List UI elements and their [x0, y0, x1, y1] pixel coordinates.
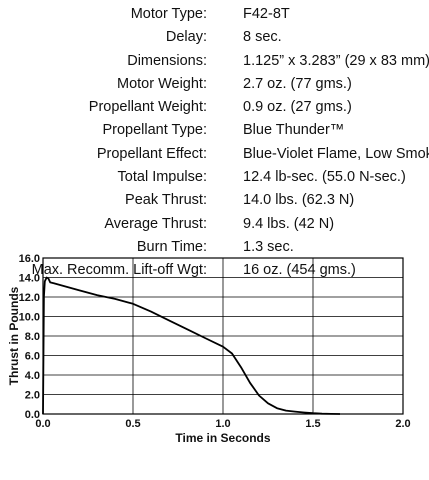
- spec-label: Burn Time:: [136, 238, 207, 255]
- y-tick-labels: 0.0 2.0 4.0 6.0 8.0 10.0 12.0 14.0 16.0: [19, 253, 40, 421]
- x-tick-label: 1.0: [215, 418, 230, 430]
- y-tick-label: 2.0: [25, 390, 40, 402]
- y-tick-label: 10.0: [19, 312, 40, 324]
- spec-value: F42-8T: [243, 6, 290, 22]
- spec-row: Peak Thrust: 14.0 lbs. (62.3 N): [0, 189, 429, 212]
- spec-row: Motor Type: F42-8T: [0, 3, 429, 26]
- spec-value: 1.125” x 3.283” (29 x 83 mm): [243, 52, 429, 69]
- spec-row: Propellant Effect: Blue-Violet Flame, Low…: [0, 143, 429, 166]
- y-tick-label: 0.0: [25, 409, 40, 421]
- spec-label: Delay:: [165, 29, 207, 46]
- spec-row: Max. Recomm. Lift-off Wgt: 16 oz. (454 gm…: [0, 259, 429, 282]
- spec-label: Propellant Type:: [102, 122, 207, 139]
- spec-value: 14.0 lbs. (62.3 N): [243, 192, 355, 209]
- x-tick-labels: 0.0 0.5 1.0 1.5 2.0: [35, 418, 410, 430]
- y-tick-label: 16.0: [19, 253, 40, 265]
- y-tick-label: 8.0: [25, 331, 40, 343]
- spec-value: 16 oz. (454 gms.): [243, 262, 356, 279]
- y-tick-label: 4.0: [25, 370, 40, 382]
- spec-row: Motor Weight: 2.7 oz. (77 gms.): [0, 73, 429, 96]
- spec-value: 2.7 oz. (77 gms.): [243, 75, 352, 92]
- x-tick-label: 0.5: [125, 418, 140, 430]
- x-tick-label: 2.0: [395, 418, 410, 430]
- spec-label: Motor Type:: [130, 6, 207, 22]
- spec-label: Dimensions:: [127, 52, 207, 69]
- thrust-curve-line: [42, 276, 341, 415]
- spec-row: Average Thrust: 9.4 lbs. (42 N): [0, 213, 429, 236]
- spec-value: Blue-Violet Flame, Low Smoke: [243, 145, 429, 162]
- spec-row: Propellant Type: Blue Thunder™: [0, 119, 429, 142]
- thrust-curve-layer: [42, 276, 341, 415]
- spec-row: Total Impulse: 12.4 lb-sec. (55.0 N-sec.): [0, 166, 429, 189]
- spec-row: Dimensions: 1.125” x 3.283” (29 x 83 mm): [0, 50, 429, 73]
- x-tick-label: 0.0: [35, 418, 50, 430]
- spec-label: Propellant Effect:: [96, 145, 207, 162]
- spec-label: Average Thrust:: [104, 215, 207, 232]
- spec-row: Burn Time: 1.3 sec.: [0, 236, 429, 259]
- x-tick-label: 1.5: [305, 418, 320, 430]
- thrust-curve-chart: 0.0 2.0 4.0 6.0 8.0 10.0 12.0 14.0 16.0 0.0 0.5 1.…: [7, 253, 411, 445]
- y-axis-title: Thrust in Pounds: [7, 286, 21, 385]
- spec-label: Total Impulse:: [117, 169, 207, 186]
- spec-value: 0.9 oz. (27 gms.): [243, 99, 352, 116]
- y-tick-label: 14.0: [19, 273, 40, 285]
- spec-label: Propellant Weight:: [88, 99, 207, 116]
- spec-value: 9.4 lbs. (42 N): [243, 215, 335, 232]
- spec-value: Blue Thunder™: [243, 122, 345, 139]
- x-axis-title: Time in Seconds: [175, 431, 270, 445]
- spec-row: Propellant Weight: 0.9 oz. (27 gms.): [0, 96, 429, 119]
- spec-label: Motor Weight:: [117, 75, 207, 92]
- spec-label: Max. Recomm. Lift-off Wgt:: [31, 262, 207, 279]
- y-tick-label: 12.0: [19, 292, 40, 304]
- spec-value: 12.4 lb-sec. (55.0 N-sec.): [243, 169, 406, 186]
- spec-row: Delay: 8 sec.: [0, 26, 429, 49]
- spec-value: 1.3 sec.: [243, 238, 294, 255]
- spec-label: Peak Thrust:: [125, 192, 207, 209]
- grid-lines: [42, 257, 404, 415]
- y-tick-label: 6.0: [25, 351, 40, 363]
- spec-value: 8 sec.: [243, 29, 282, 46]
- motor-spec-table: Motor Type: F42-8T Delay: 8 sec. Dimensions:…: [0, 3, 429, 283]
